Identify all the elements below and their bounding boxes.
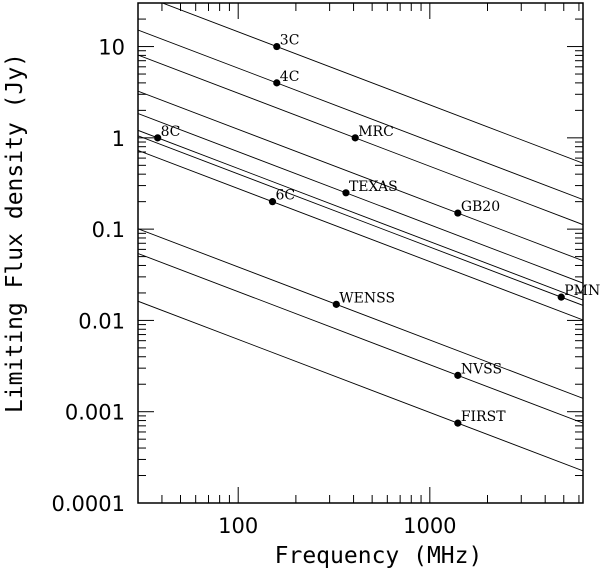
y-axis-title: Limiting Flux density (Jy) — [2, 53, 28, 413]
spectral-line-texas — [138, 113, 583, 284]
y-tick-label: 10 — [98, 36, 125, 60]
spectral-line-pmn — [138, 135, 583, 306]
x-axis-title: Frequency (MHz) — [275, 543, 483, 568]
survey-point-gb20 — [454, 209, 462, 217]
spectral-lines — [138, 3, 583, 472]
y-tick-label: 1 — [112, 127, 125, 151]
spectral-line-wenss — [138, 228, 583, 399]
spectral-line-gb20 — [138, 90, 583, 262]
survey-point-4c — [273, 79, 281, 87]
spectral-line-3c — [161, 3, 583, 164]
survey-label-gb20: GB20 — [461, 199, 500, 215]
survey-labels: 3C 4C 8C MRC 6C TEXAS GB20 PMN WENSS NVSS FIRST — [161, 33, 601, 426]
spectral-line-8c — [138, 129, 583, 301]
survey-point-6c — [268, 198, 277, 206]
survey-point-mrc — [351, 134, 359, 142]
survey-point-8c — [154, 134, 162, 142]
plot-frame — [137, 2, 584, 504]
survey-label-first: FIRST — [461, 409, 506, 425]
survey-point-nvss — [454, 371, 462, 379]
survey-label-nvss: NVSS — [461, 361, 502, 377]
axis-ticks: 100 1000 0.0001 0.001 0.01 0.1 1 10 — [52, 2, 583, 538]
survey-label-6c: 6C — [275, 188, 295, 204]
survey-points — [154, 42, 565, 427]
spectral-line-nvss — [138, 253, 583, 424]
survey-point-pmn — [557, 293, 565, 301]
survey-label-4c: 4C — [280, 69, 300, 85]
spectral-line-6c — [138, 149, 583, 321]
spectral-line-first — [138, 300, 583, 472]
survey-label-pmn: PMN — [564, 283, 600, 299]
survey-label-mrc: MRC — [358, 124, 394, 140]
x-tick-label: 100 — [218, 514, 258, 538]
survey-label-texas: TEXAS — [349, 179, 398, 195]
y-tick-label: 0.1 — [92, 218, 125, 242]
survey-point-wenss — [332, 300, 340, 308]
survey-label-wenss: WENSS — [339, 290, 395, 306]
y-tick-label: 0.001 — [65, 401, 125, 425]
survey-label-3c: 3C — [280, 33, 300, 49]
x-tick-label: 1000 — [403, 514, 456, 538]
survey-point-texas — [342, 189, 350, 197]
spectral-line-mrc — [138, 54, 583, 226]
y-tick-label: 0.01 — [78, 309, 125, 333]
y-tick-label: 0.0001 — [52, 492, 125, 516]
survey-point-first — [454, 419, 462, 427]
spectral-line-4c — [138, 29, 583, 201]
survey-point-3c — [273, 42, 281, 51]
survey-label-8c: 8C — [161, 124, 181, 140]
